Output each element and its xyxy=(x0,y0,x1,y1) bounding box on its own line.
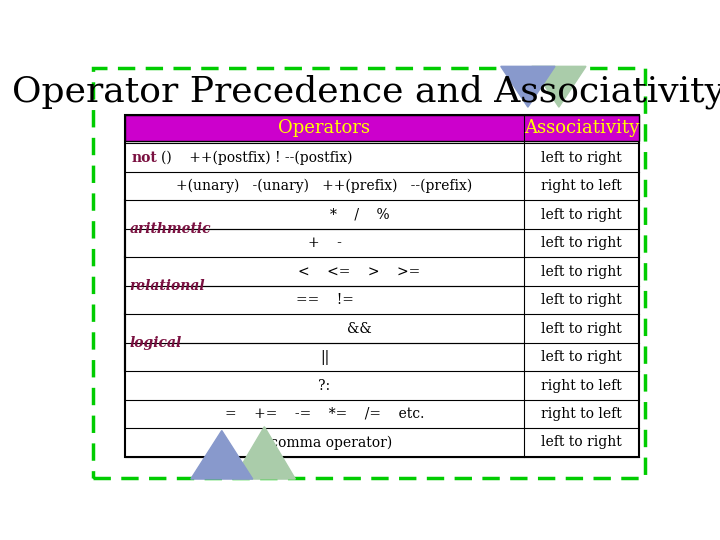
Polygon shape xyxy=(532,66,586,107)
Text: Operator Precedence and Associativity: Operator Precedence and Associativity xyxy=(12,74,720,109)
Text: Operators: Operators xyxy=(279,119,370,137)
Text: right to left: right to left xyxy=(541,407,622,421)
Text: arithmetic: arithmetic xyxy=(130,222,211,236)
Text: Associativity: Associativity xyxy=(523,119,639,137)
Text: logical: logical xyxy=(130,336,181,350)
Bar xyxy=(125,115,639,457)
Text: right to left: right to left xyxy=(541,379,622,393)
Text: ||: || xyxy=(320,349,329,364)
Text: *    /    %: * / % xyxy=(330,207,389,221)
Text: ()    ++(postfix) ! --(postfix): () ++(postfix) ! --(postfix) xyxy=(161,150,352,165)
Text: left to right: left to right xyxy=(541,151,622,165)
Text: left to right: left to right xyxy=(541,265,622,279)
Text: &&: && xyxy=(347,321,372,335)
Polygon shape xyxy=(191,430,253,479)
Text: , (comma operator): , (comma operator) xyxy=(256,435,392,450)
Bar xyxy=(125,115,639,141)
Text: +(unary)   -(unary)   ++(prefix)   --(prefix): +(unary) -(unary) ++(prefix) --(prefix) xyxy=(176,179,472,193)
Text: ?:: ?: xyxy=(318,379,330,393)
Text: not: not xyxy=(131,151,157,165)
Text: left to right: left to right xyxy=(541,435,622,449)
Text: +    -: + - xyxy=(307,236,341,250)
Text: =    +=    -=    *=    /=    etc.: = += -= *= /= etc. xyxy=(225,407,424,421)
Text: left to right: left to right xyxy=(541,207,622,221)
Text: left to right: left to right xyxy=(541,321,622,335)
Text: relational: relational xyxy=(130,279,205,293)
Polygon shape xyxy=(500,66,555,107)
Text: ==    !=: == != xyxy=(295,293,354,307)
Polygon shape xyxy=(233,427,295,479)
Text: left to right: left to right xyxy=(541,293,622,307)
Text: <    <=    >    >=: < <= > >= xyxy=(298,265,420,279)
Text: left to right: left to right xyxy=(541,236,622,250)
Text: right to left: right to left xyxy=(541,179,622,193)
Text: left to right: left to right xyxy=(541,350,622,364)
